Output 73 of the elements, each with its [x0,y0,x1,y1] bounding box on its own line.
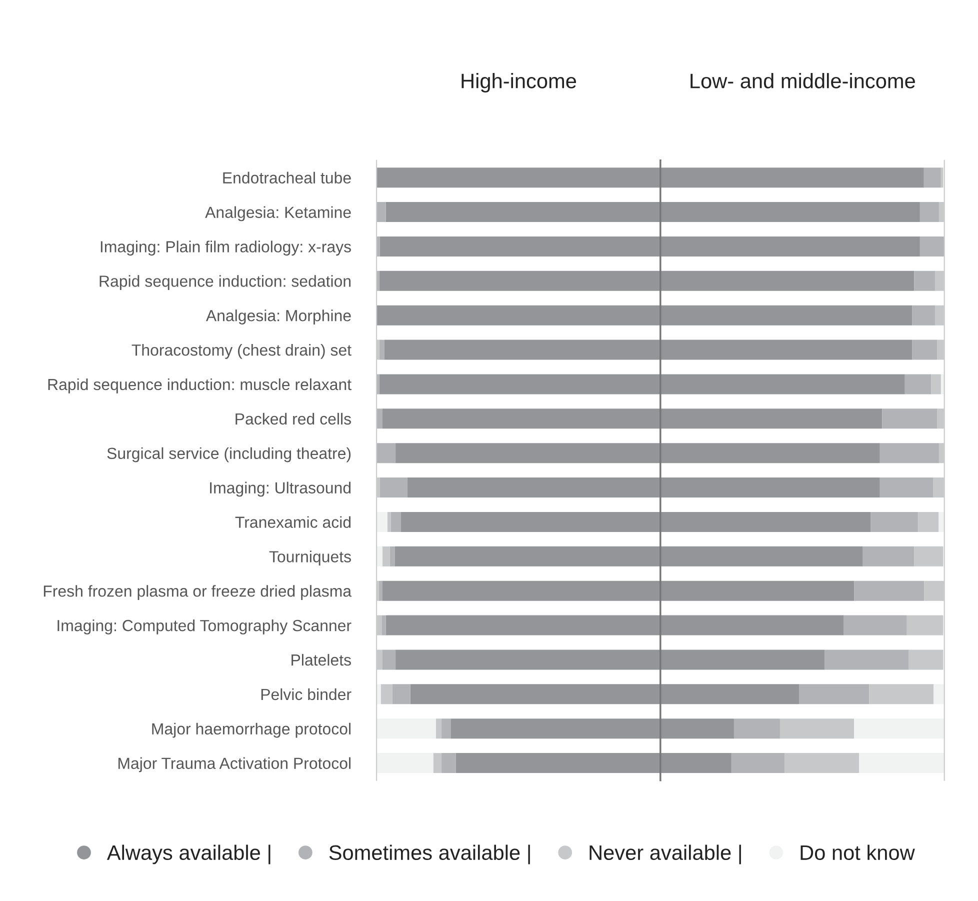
bar [376,443,396,464]
bar [379,340,384,360]
legend-label: Always available | [106,844,270,864]
y-tick-label: Imaging: Computed Tomography Scanner [58,620,352,634]
bar [824,650,909,670]
chart-title: Low- and middle-income [690,73,915,88]
bar [376,684,381,704]
y-tick-label: Pelvic binder [261,688,352,700]
bar [862,546,914,566]
y-tick-label: Packed red cells [236,412,351,425]
bar [920,236,944,256]
bar [870,512,918,532]
bar [931,374,941,394]
bar [378,580,382,601]
y-tick-label: Major Trauma Activation Protocol [118,757,350,772]
bar [880,478,933,498]
bar [934,684,944,704]
bar [844,615,907,636]
bar [376,753,434,774]
bar [376,408,382,429]
bar [859,753,944,774]
y-tick-label: Thoracostomy (chest drain) set [132,344,352,359]
bar [854,718,944,739]
bar [376,512,388,532]
y-tick-label: Imaging: Plain film radiology: x-rays [100,240,351,256]
y-tick-label: Imaging: Ultrasound [210,482,351,497]
bar [918,512,939,532]
bar [731,753,785,774]
bar [798,684,870,704]
y-tick-label: Platelets [292,654,351,666]
bar [442,718,451,739]
bar [784,753,860,774]
bar [390,512,401,532]
bar [912,305,935,326]
y-tick-label: Analgesia: Morphine [206,310,351,324]
bar [734,718,780,739]
bar [382,615,386,636]
bar [376,718,436,739]
y-tick-label: Rapid sequence induction: sedation [100,275,351,290]
bar [914,270,935,291]
y-tick-label: Analgesia: Ketamine [205,206,351,222]
bar [882,408,937,429]
bar [904,374,932,394]
y-tick-label: Rapid sequence induction: muscle relaxant [48,378,352,394]
bar [938,512,944,532]
y-tick-label: Surgical service (including theatre) [107,447,351,462]
bar [376,546,382,566]
y-tick-label: Fresh frozen plasma or freeze dried plasma [44,585,352,600]
bar [920,202,939,222]
y-tick-label: Major haemorrhage protocol [152,722,350,738]
bar [382,650,396,670]
y-tick-label: Tranexamic acid [235,516,351,528]
bar [869,684,934,704]
bar [390,546,395,566]
chart-title: High-income [462,73,576,92]
bar [376,202,386,222]
bar [433,753,442,774]
bar [854,580,924,601]
bar [442,753,456,774]
legend-label: Never available | [590,844,741,864]
bar [380,478,408,498]
bar [880,443,939,464]
legend-label: Do not know [800,844,915,860]
bar [392,684,410,704]
y-tick-label: Endotracheal tube [223,172,351,184]
bar [380,684,392,704]
legend-label: Sometimes available | [329,844,530,864]
bar [780,718,854,739]
bar [912,340,937,360]
bar [382,546,390,566]
bar [436,718,442,739]
bar [924,168,941,188]
y-tick-label: Tourniquets [269,550,351,566]
